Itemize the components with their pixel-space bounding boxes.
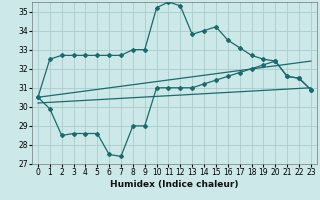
X-axis label: Humidex (Indice chaleur): Humidex (Indice chaleur) [110, 180, 239, 189]
